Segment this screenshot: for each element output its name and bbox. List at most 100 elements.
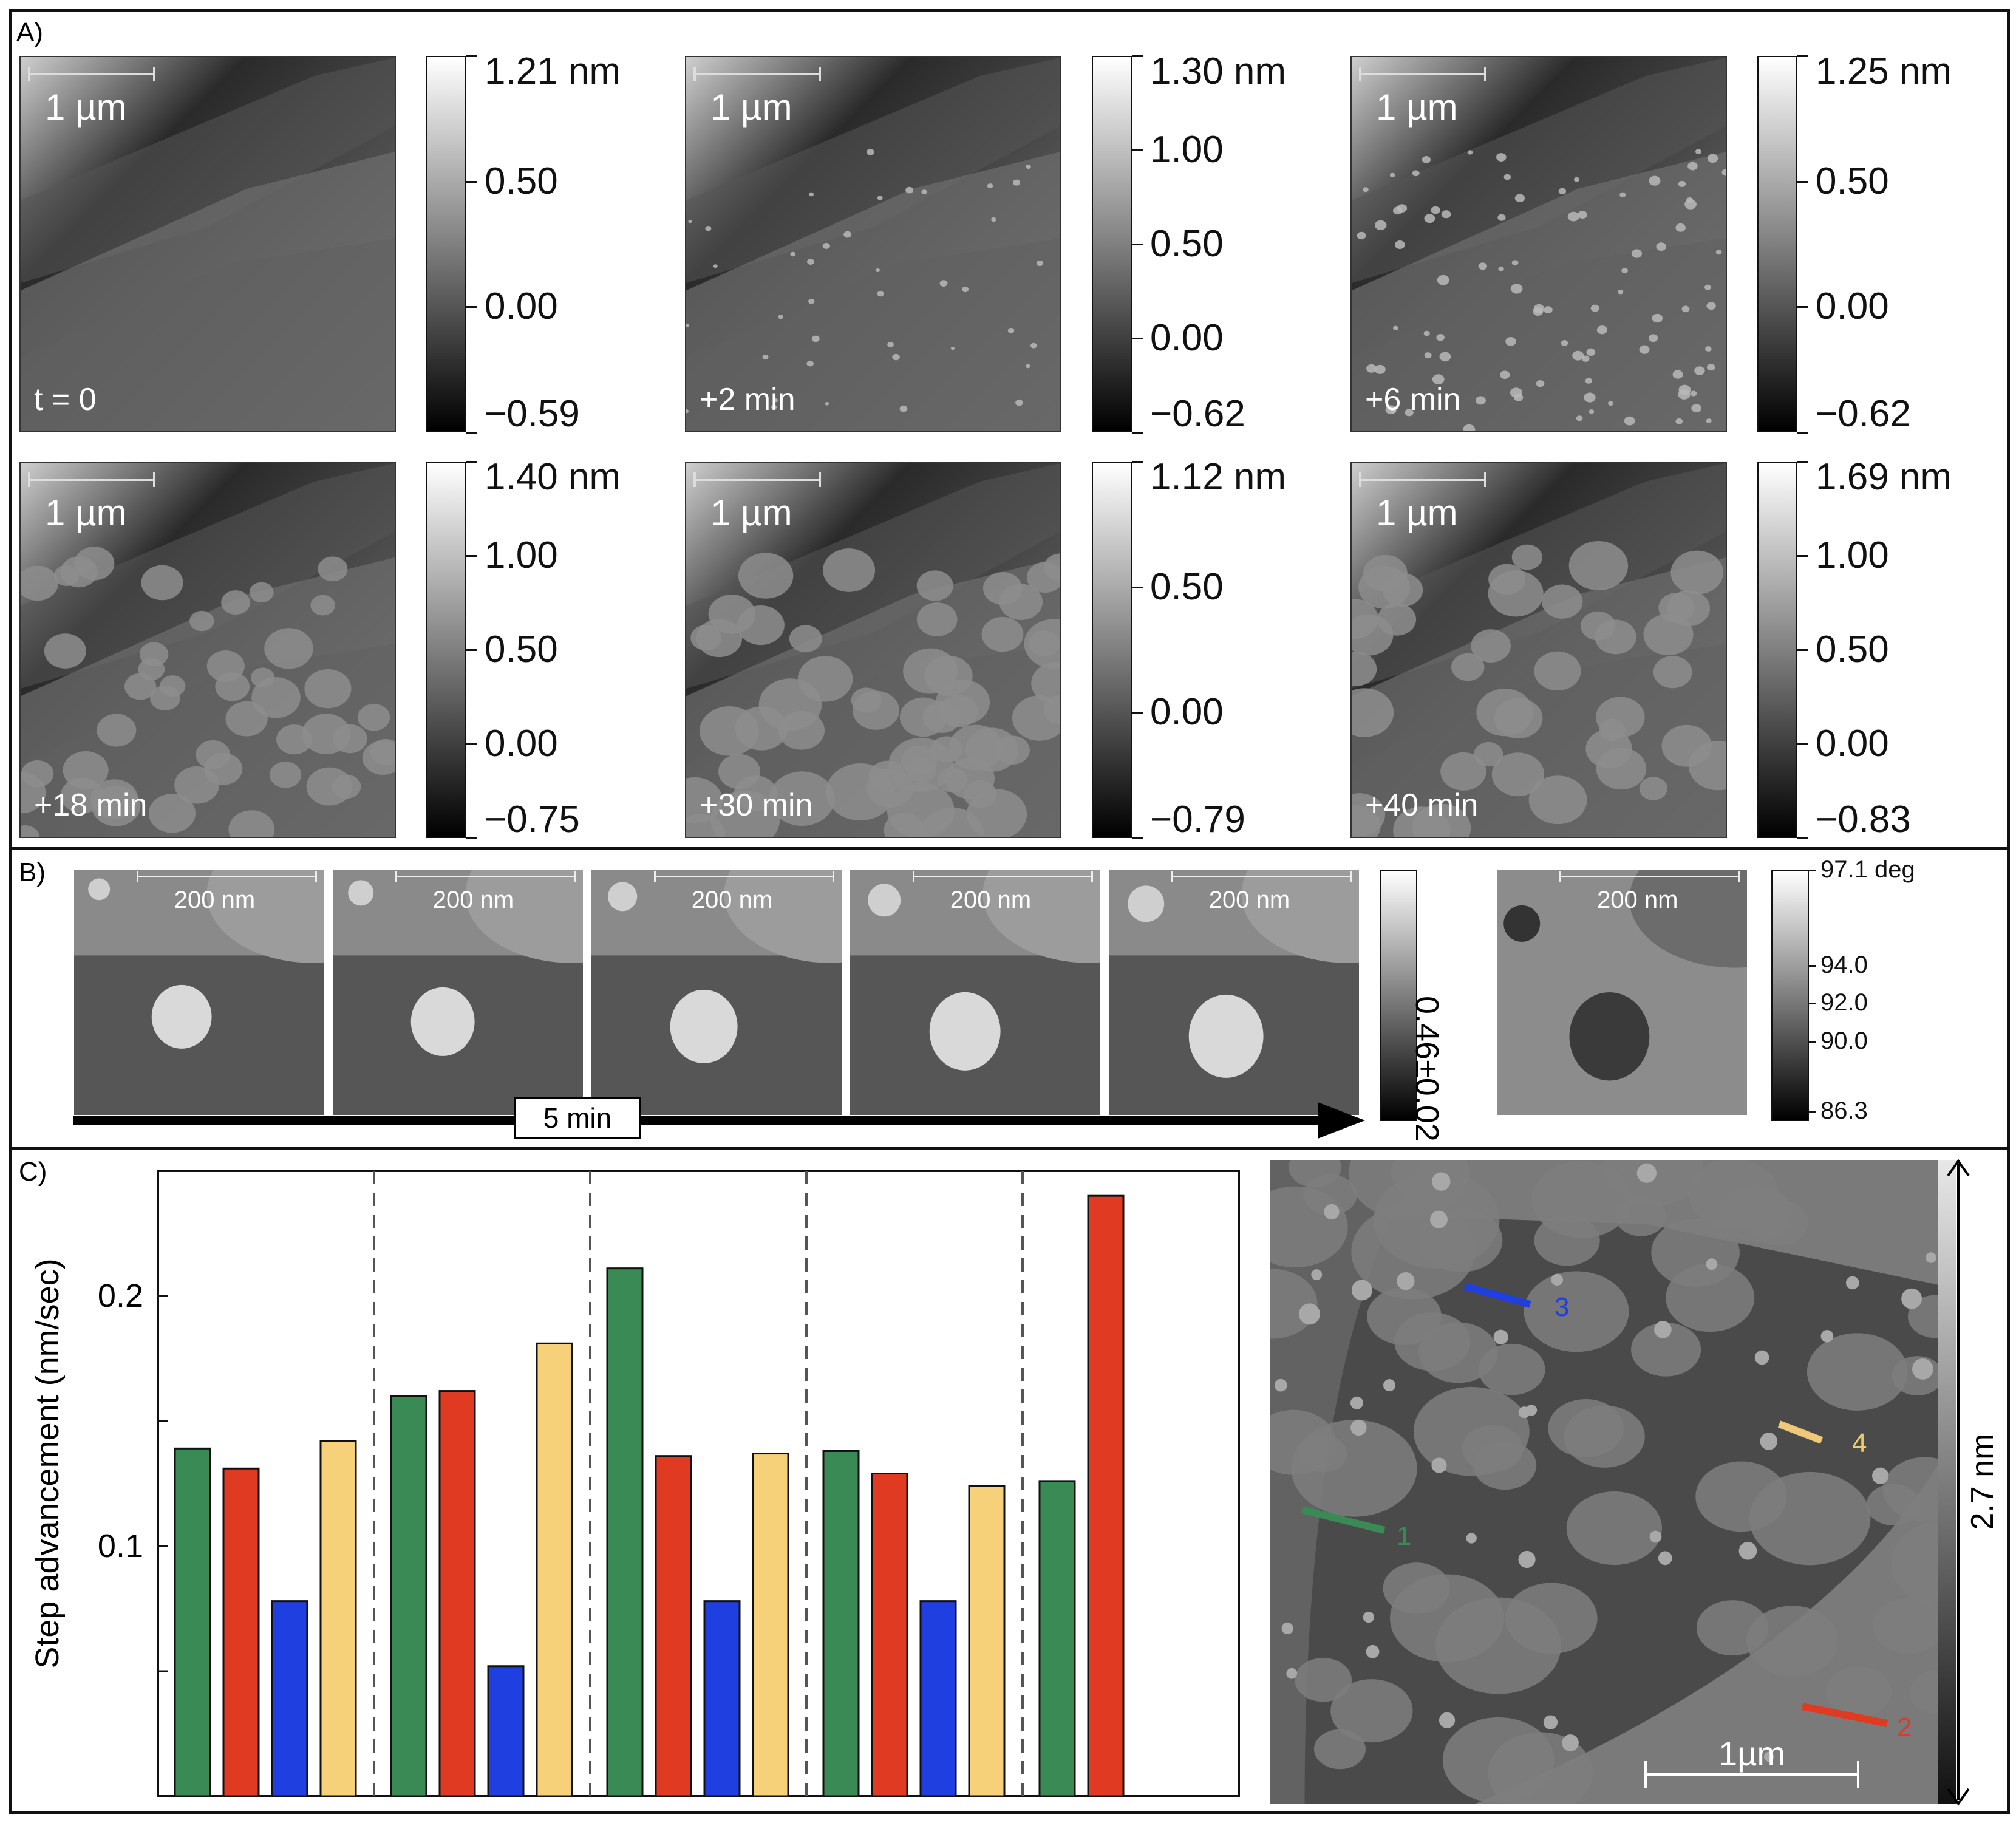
afm-island — [318, 556, 348, 582]
colorbar-tick — [466, 180, 477, 183]
afm-island — [1704, 284, 1711, 290]
afm-image: 1 µm +6 min — [1350, 56, 1727, 432]
afm-island — [1496, 153, 1507, 162]
afm-island — [1585, 729, 1632, 768]
bar-marker-4 — [319, 1440, 357, 1797]
afm-island — [1491, 752, 1545, 797]
map-particle — [1324, 1204, 1340, 1220]
colorbar-value: 0.00 — [1816, 285, 1889, 328]
colorbar-tick — [1797, 180, 1808, 183]
map-island — [1564, 1405, 1645, 1468]
afm-island — [1715, 250, 1722, 255]
afm-terrace — [1352, 238, 1726, 431]
scale-label: 1 µm — [710, 492, 792, 533]
afm-island — [1505, 336, 1516, 346]
map-particle — [1926, 1252, 1936, 1263]
afm-island — [1639, 777, 1667, 800]
afm-island — [1500, 370, 1510, 380]
map-particle — [1350, 1419, 1367, 1436]
bar-marker-4 — [752, 1453, 789, 1797]
afm-island — [1405, 409, 1414, 417]
afm-island — [924, 655, 973, 696]
bar-marker-1 — [390, 1395, 427, 1797]
afm-island — [981, 616, 1024, 652]
scale-bar — [693, 472, 821, 487]
afm-island — [808, 192, 814, 197]
afm-island — [1621, 268, 1629, 274]
colorbar-tick — [1132, 149, 1143, 151]
colorbar-value: 0.50 — [485, 160, 558, 202]
panel-b-growing-island — [929, 992, 1001, 1071]
panel-b-frame: 200 nm — [74, 870, 324, 1115]
colorbar-tick — [1132, 432, 1143, 434]
afm-island — [987, 183, 993, 189]
map-particle — [1432, 1172, 1451, 1191]
afm-island — [1590, 304, 1599, 312]
afm-island — [867, 768, 914, 808]
scale-bar — [28, 67, 155, 81]
map-particle — [1430, 1210, 1448, 1228]
colorbar-value: 1.69 nm — [1816, 456, 1952, 498]
afm-island — [1690, 390, 1697, 397]
afm-island — [1431, 206, 1440, 214]
panel-b-small-island — [608, 882, 638, 912]
bar-marker-2 — [655, 1455, 692, 1797]
colorbar-value: 1.25 nm — [1816, 50, 1952, 92]
afm-island — [249, 582, 274, 603]
afm-island — [1544, 306, 1553, 314]
map-particle — [1912, 1358, 1933, 1380]
map-scale-bar — [1646, 1773, 1858, 1776]
afm-island — [1678, 384, 1691, 395]
height-colorbar — [426, 56, 466, 432]
colorbar-value: 1.21 nm — [485, 50, 621, 92]
afm-island — [215, 672, 250, 701]
afm-terrace — [686, 57, 1060, 283]
afm-island — [877, 291, 884, 297]
afm-island — [60, 556, 98, 588]
afm-island — [811, 335, 820, 342]
afm-island — [1705, 346, 1712, 352]
marker-label-3: 3 — [1555, 1292, 1570, 1322]
panel-b-scale-bar — [395, 871, 576, 882]
map-island — [1687, 1160, 1779, 1228]
panel-b-scale-label: 200 nm — [432, 887, 514, 913]
afm-island — [1686, 197, 1694, 203]
colorbar-tick — [1797, 555, 1808, 557]
map-height-arrow — [1947, 1159, 1970, 1806]
afm-island — [966, 789, 1027, 837]
map-island — [1291, 1420, 1417, 1517]
colorbar-tick — [466, 55, 477, 57]
afm-island — [1624, 416, 1635, 426]
afm-island — [790, 251, 796, 257]
bar-marker-3 — [919, 1600, 957, 1797]
time-label: +2 min — [700, 382, 795, 417]
afm-island — [1036, 260, 1044, 267]
scale-label: 1 µm — [1376, 87, 1458, 128]
panel-b-texture — [74, 870, 324, 1115]
colorbar-tick — [1797, 837, 1808, 839]
map-island — [1418, 1322, 1498, 1383]
afm-island — [1589, 409, 1595, 414]
map-particle — [1562, 1734, 1579, 1751]
phase-colorbar-tick — [1809, 870, 1816, 871]
afm-island — [1706, 364, 1715, 371]
afm-island — [948, 724, 1004, 771]
afm-island — [1534, 651, 1581, 691]
afm-island — [1707, 154, 1718, 163]
colorbar-value: 0.00 — [1150, 691, 1224, 734]
afm-island — [1392, 206, 1403, 215]
height-colorbar — [1757, 56, 1797, 432]
panel-b-scale-label: 200 nm — [691, 887, 773, 913]
map-island — [1749, 1471, 1871, 1566]
colorbar-tick — [1132, 461, 1143, 463]
y-tick-label: 0.2 — [98, 1278, 143, 1314]
colorbar-value: 0.00 — [1150, 317, 1224, 359]
afm-island — [1031, 661, 1060, 705]
map-island — [1294, 1658, 1352, 1702]
afm-island — [999, 584, 1043, 620]
afm-terrace — [21, 238, 395, 431]
afm-island — [1424, 352, 1432, 359]
afm-island — [939, 280, 948, 287]
phase-dark-spot — [1503, 905, 1541, 942]
afm-island — [773, 398, 778, 403]
